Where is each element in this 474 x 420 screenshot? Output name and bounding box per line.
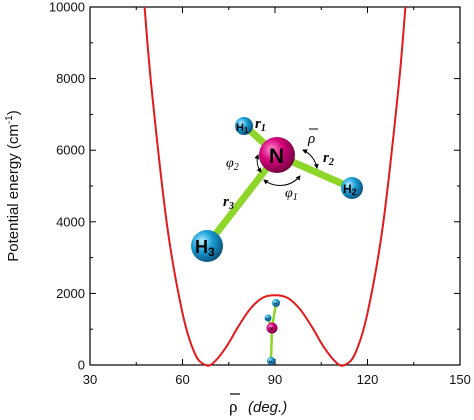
param-rho: ρ [307, 131, 315, 147]
x-tick-label: 90 [268, 372, 282, 387]
param-r2: r2 [323, 150, 334, 168]
series-layer [143, 6, 407, 367]
atom-h3-label: H3 [195, 237, 215, 259]
small-atom-h-bottom-label: H [269, 359, 272, 364]
atom-n-label: N [269, 145, 284, 168]
bond-n-h3 [204, 151, 281, 248]
y-tick-label: 0 [78, 358, 85, 373]
x-tick-label: 30 [83, 372, 97, 387]
small-atom-h-mid-label: H [266, 317, 269, 321]
axis-ticks [89, 6, 461, 366]
angle-arc-phi1 [263, 175, 301, 186]
param-phi1: φ1 [285, 186, 298, 203]
angle-arc-phi2 [254, 154, 262, 173]
atom-h3 [191, 230, 223, 262]
molecule-small: N H H H [264, 299, 280, 365]
atom-h1-label: H1 [236, 122, 249, 135]
y-tick-label: 2000 [56, 286, 85, 301]
molecule-inset: N H1 H2 H3 r1 r2 r3 φ2 φ1 ρ [191, 116, 363, 262]
atom-h1 [235, 117, 253, 135]
x-tick-label: 150 [449, 372, 471, 387]
y-tick-label: 4000 [56, 214, 85, 229]
angle-arc-rho [302, 149, 319, 169]
small-atom-h-top-label: H [274, 301, 277, 306]
small-atom-n [266, 322, 278, 334]
small-atom-h-top [272, 299, 280, 307]
small-atom-n-label: N [270, 326, 273, 331]
y-tick-label: 8000 [56, 71, 85, 86]
atom-n [259, 137, 295, 173]
x-tick-label: 120 [357, 372, 379, 387]
series-line-0 [143, 6, 407, 367]
small-atom-h-bottom [267, 357, 275, 365]
x-axis-title: ρ (deg.) [229, 393, 287, 416]
atom-h2-label: H2 [343, 182, 357, 197]
small-bond-3 [269, 327, 274, 362]
param-r1: r1 [255, 116, 266, 134]
small-atom-h-mid [264, 314, 272, 322]
x-tick-label: 60 [175, 372, 189, 387]
y-tick-label: 10000 [49, 0, 85, 15]
param-phi2: φ2 [226, 156, 239, 173]
y-tick-label: 6000 [56, 143, 85, 158]
x-axis-title-unit: (deg.) [248, 399, 287, 416]
x-axis-title-symbol: ρ [229, 397, 237, 416]
param-r3: r3 [223, 194, 234, 212]
atom-h2 [341, 177, 363, 199]
x-tick-labels: 30 60 90 120 150 [83, 372, 471, 387]
y-axis-title: Potential energy (cm-1) [4, 110, 22, 261]
y-tick-labels: 0 2000 4000 6000 8000 10000 [49, 0, 85, 373]
